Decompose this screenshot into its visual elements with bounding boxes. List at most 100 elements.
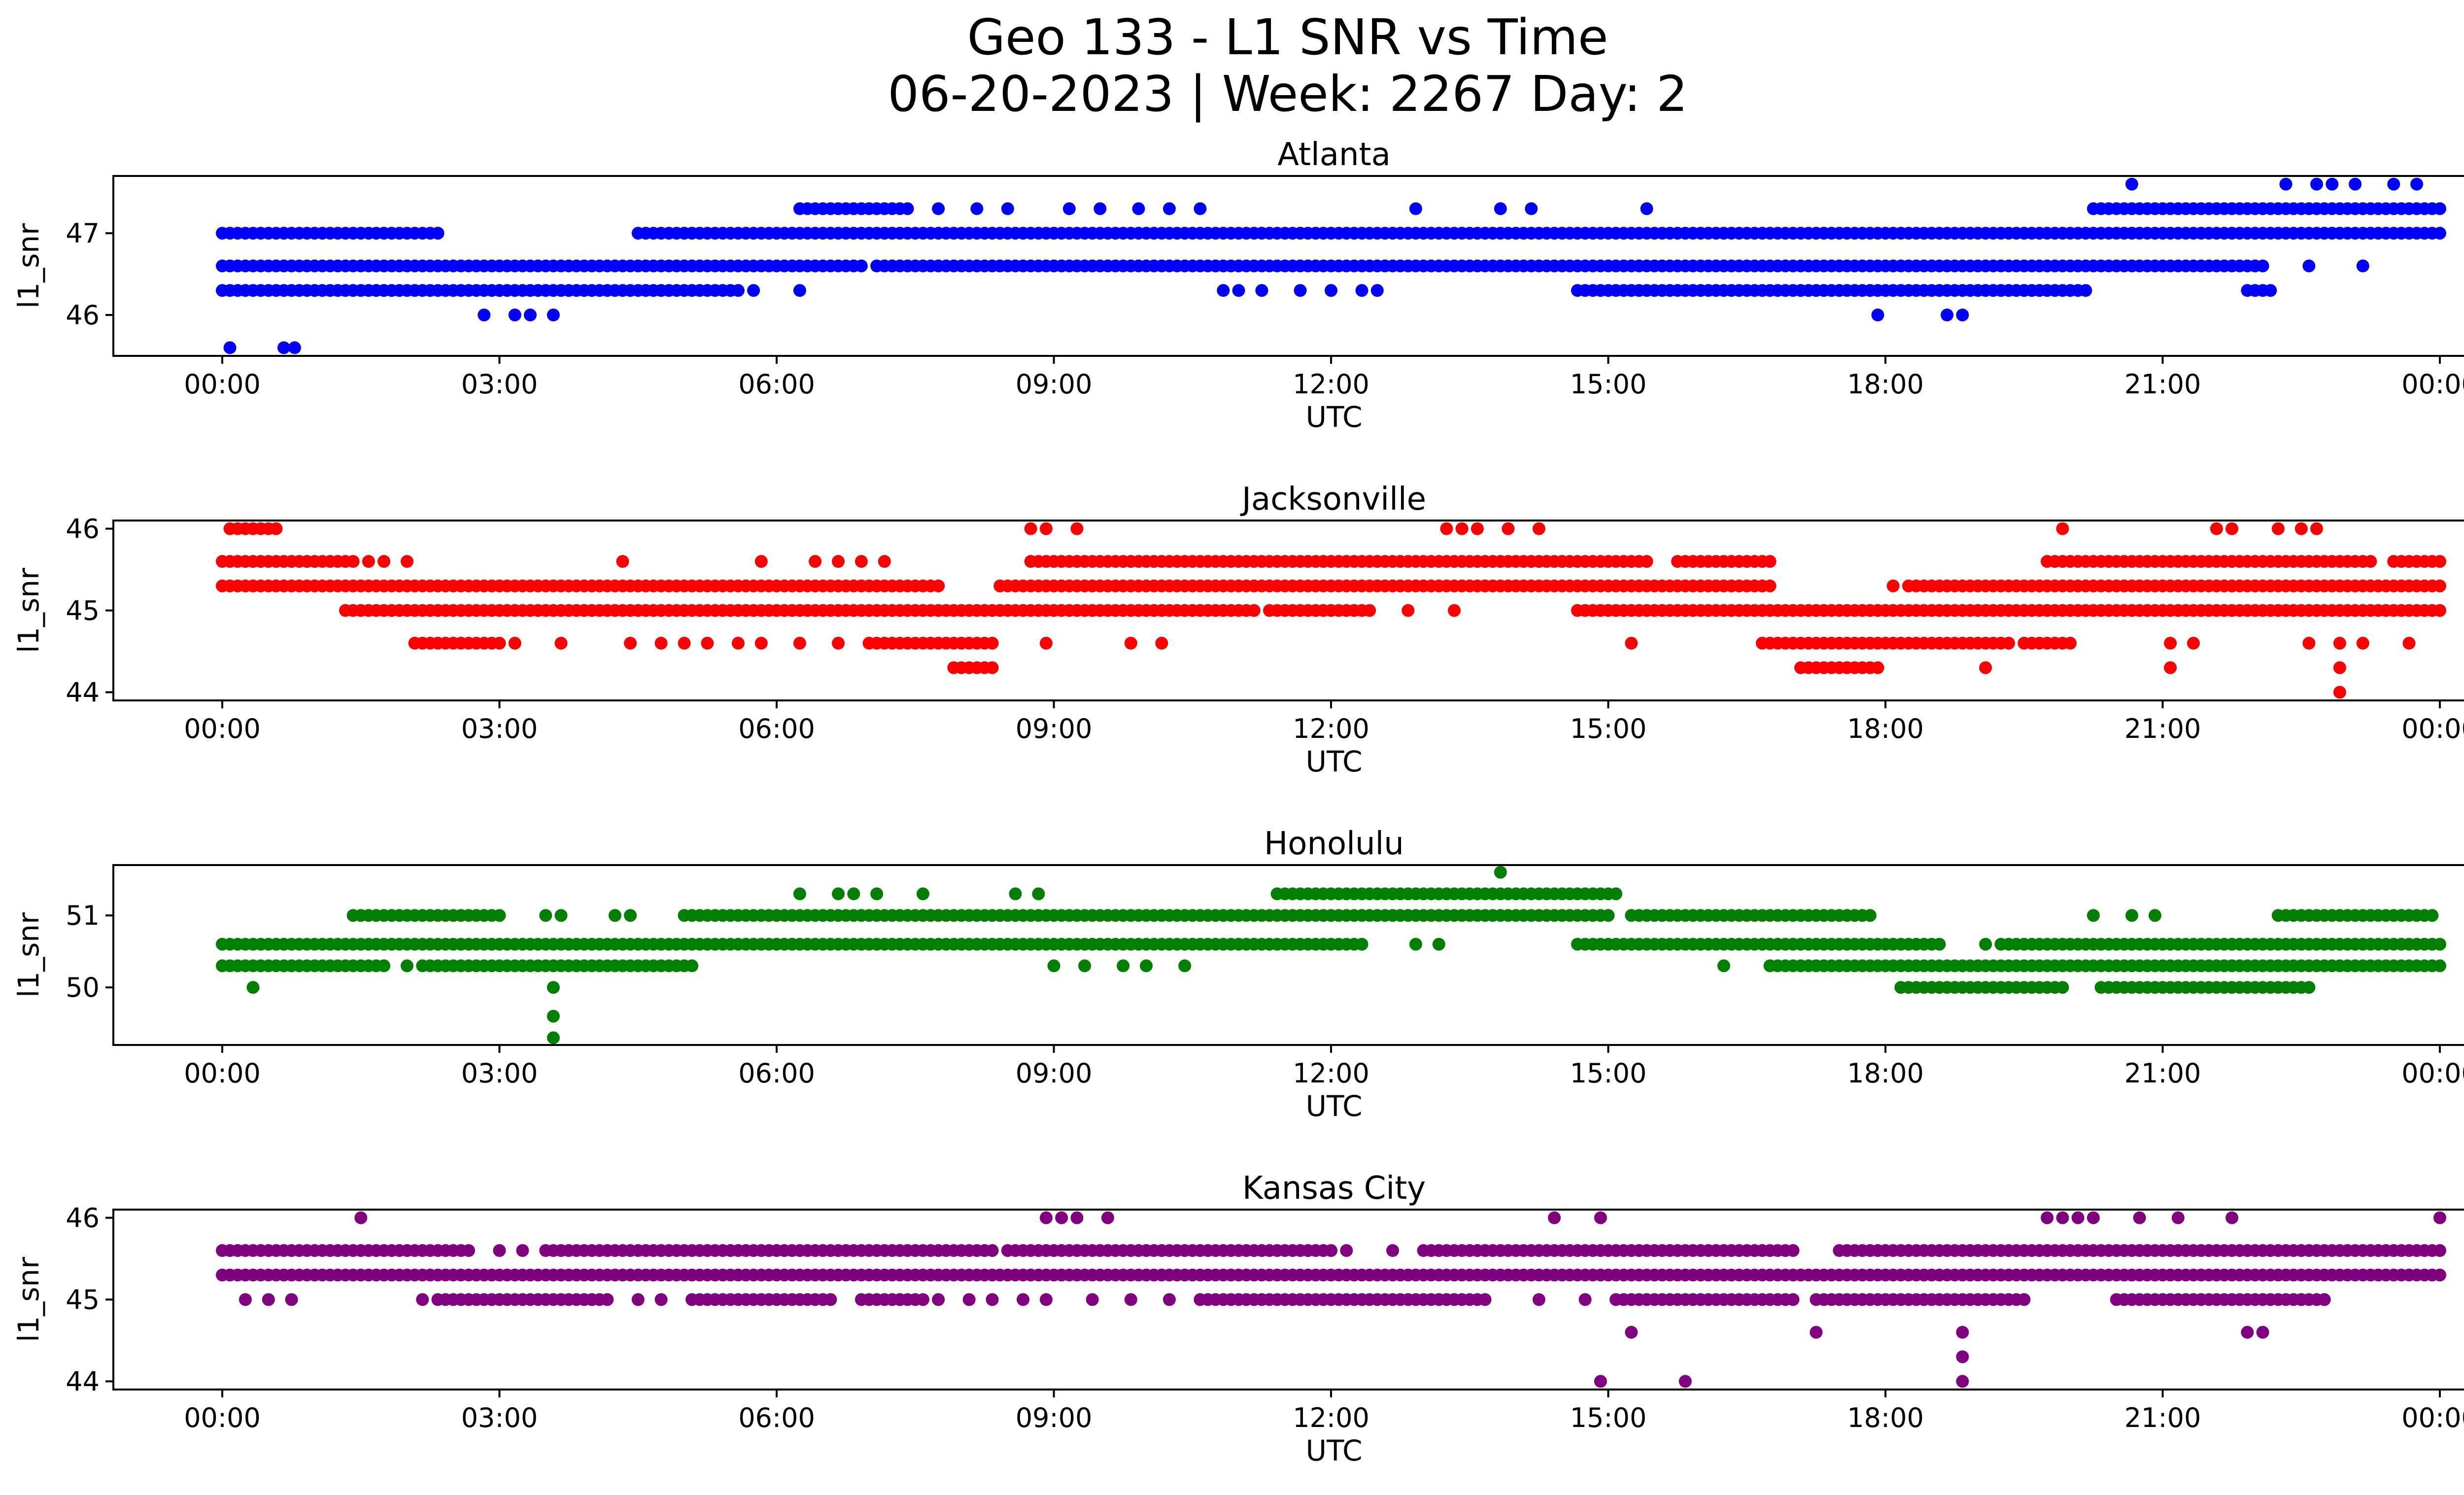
- subplot-jacksonville: Jacksonville 00:00 03:00 06:00 09:00 12:00 15:…: [12, 481, 2464, 778]
- data-point: [285, 1293, 298, 1306]
- data-point: [2133, 1211, 2146, 1224]
- data-point: [1525, 202, 1538, 215]
- data-point: [2225, 522, 2239, 535]
- data-point: [1255, 284, 1268, 297]
- data-point: [2064, 636, 2077, 650]
- data-point: [1602, 909, 1615, 922]
- data-point: [346, 555, 360, 568]
- data-point: [2294, 1293, 2308, 1306]
- x-tick-label: 09:00: [1016, 1058, 1093, 1089]
- y-tick-label: 47: [66, 218, 100, 249]
- data-point: [2148, 909, 2161, 922]
- data-point: [2333, 636, 2346, 650]
- data-point: [1640, 555, 1653, 568]
- data-point: [754, 636, 768, 650]
- data-point: [1039, 1293, 1053, 1306]
- data-point: [685, 959, 699, 973]
- data-point: [1039, 1211, 1053, 1224]
- data-point: [1548, 1211, 1561, 1224]
- data-point: [2364, 555, 2377, 568]
- figure-title-line2: 06-20-2023 | Week: 2267 Day: 2: [888, 65, 1687, 123]
- data-point: [832, 887, 845, 901]
- data-point: [1294, 284, 1307, 297]
- y-tick-label: 46: [66, 1203, 100, 1234]
- data-point: [986, 1244, 999, 1257]
- data-point: [2294, 522, 2308, 535]
- x-tick-label: 09:00: [1016, 1402, 1093, 1433]
- data-point: [1247, 604, 1261, 617]
- data-point: [1956, 309, 1969, 321]
- x-tick-label: 15:00: [1570, 369, 1647, 400]
- y-axis-label: l1_snr: [12, 223, 45, 309]
- data-point: [2164, 661, 2177, 674]
- data-point: [1810, 1325, 1823, 1339]
- x-tick-label: 12:00: [1293, 713, 1369, 744]
- data-point: [2056, 522, 2069, 535]
- data-point: [1956, 1325, 1969, 1339]
- data-point: [1494, 202, 1507, 215]
- data-point: [2071, 1211, 2085, 1224]
- data-point: [878, 555, 891, 568]
- data-point: [2271, 522, 2285, 535]
- data-point: [932, 579, 945, 592]
- data-point: [1001, 202, 1014, 215]
- data-point: [1886, 579, 1900, 592]
- data-point: [547, 309, 560, 321]
- data-point: [793, 636, 806, 650]
- data-point: [2056, 1211, 2069, 1224]
- subplot-title: Atlanta: [1277, 137, 1391, 173]
- data-point: [2356, 259, 2369, 273]
- data-point: [2125, 909, 2138, 922]
- data-point: [2433, 1244, 2446, 1257]
- data-point: [731, 284, 745, 297]
- x-tick-label: 21:00: [2124, 1058, 2201, 1089]
- x-tick-label: 15:00: [1570, 1058, 1647, 1089]
- data-point: [1355, 284, 1369, 297]
- data-point: [270, 522, 283, 535]
- data-point: [970, 202, 984, 215]
- data-point: [554, 909, 568, 922]
- data-point: [1232, 284, 1245, 297]
- x-tick-label: 00:00: [2401, 369, 2464, 400]
- data-point: [2318, 1293, 2331, 1306]
- subplot-title: Kansas City: [1242, 1170, 1426, 1207]
- x-tick-label: 06:00: [738, 1402, 815, 1433]
- data-point: [678, 636, 691, 650]
- y-tick-label: 46: [66, 300, 100, 331]
- data-point: [2302, 636, 2316, 650]
- x-tick-label: 21:00: [2124, 1402, 2201, 1433]
- x-tick-label: 06:00: [738, 369, 815, 400]
- data-point: [354, 1211, 368, 1224]
- data-point: [2433, 604, 2446, 617]
- data-point: [2264, 284, 2277, 297]
- data-point: [1532, 1293, 1545, 1306]
- data-point: [1455, 522, 1469, 535]
- data-point: [516, 1244, 529, 1257]
- x-tick-label: 03:00: [461, 1402, 538, 1433]
- data-point: [1871, 309, 1884, 321]
- data-point: [1194, 1293, 1207, 1306]
- subplot-honolulu: Honolulu 00:00 03:00 06:00 09:00 12:00 15:00 18…: [12, 826, 2464, 1123]
- data-point: [1140, 959, 1153, 973]
- x-tick-label: 06:00: [738, 713, 815, 744]
- data-point: [855, 259, 868, 273]
- data-point: [2333, 661, 2346, 674]
- y-tick-label: 44: [66, 1366, 100, 1397]
- subplot-kansas-city: Kansas City 00:00 03:00 06:00 09:00 12:00 15:0…: [12, 1170, 2464, 1467]
- data-point: [824, 1293, 837, 1306]
- data-point: [2433, 202, 2446, 215]
- x-tick-label: 15:00: [1570, 1402, 1647, 1433]
- data-point: [2310, 522, 2323, 535]
- data-point: [1625, 1325, 1638, 1339]
- data-point: [2310, 177, 2323, 191]
- data-point: [1301, 1244, 1315, 1257]
- data-point: [1039, 636, 1053, 650]
- subplot-title: Honolulu: [1264, 826, 1404, 862]
- data-point: [1933, 938, 1946, 951]
- x-tick-label: 00:00: [184, 1058, 261, 1089]
- data-point: [2256, 1325, 2269, 1339]
- data-point: [2433, 1268, 2446, 1282]
- data-point: [2079, 284, 2092, 297]
- data-point: [1217, 284, 1230, 297]
